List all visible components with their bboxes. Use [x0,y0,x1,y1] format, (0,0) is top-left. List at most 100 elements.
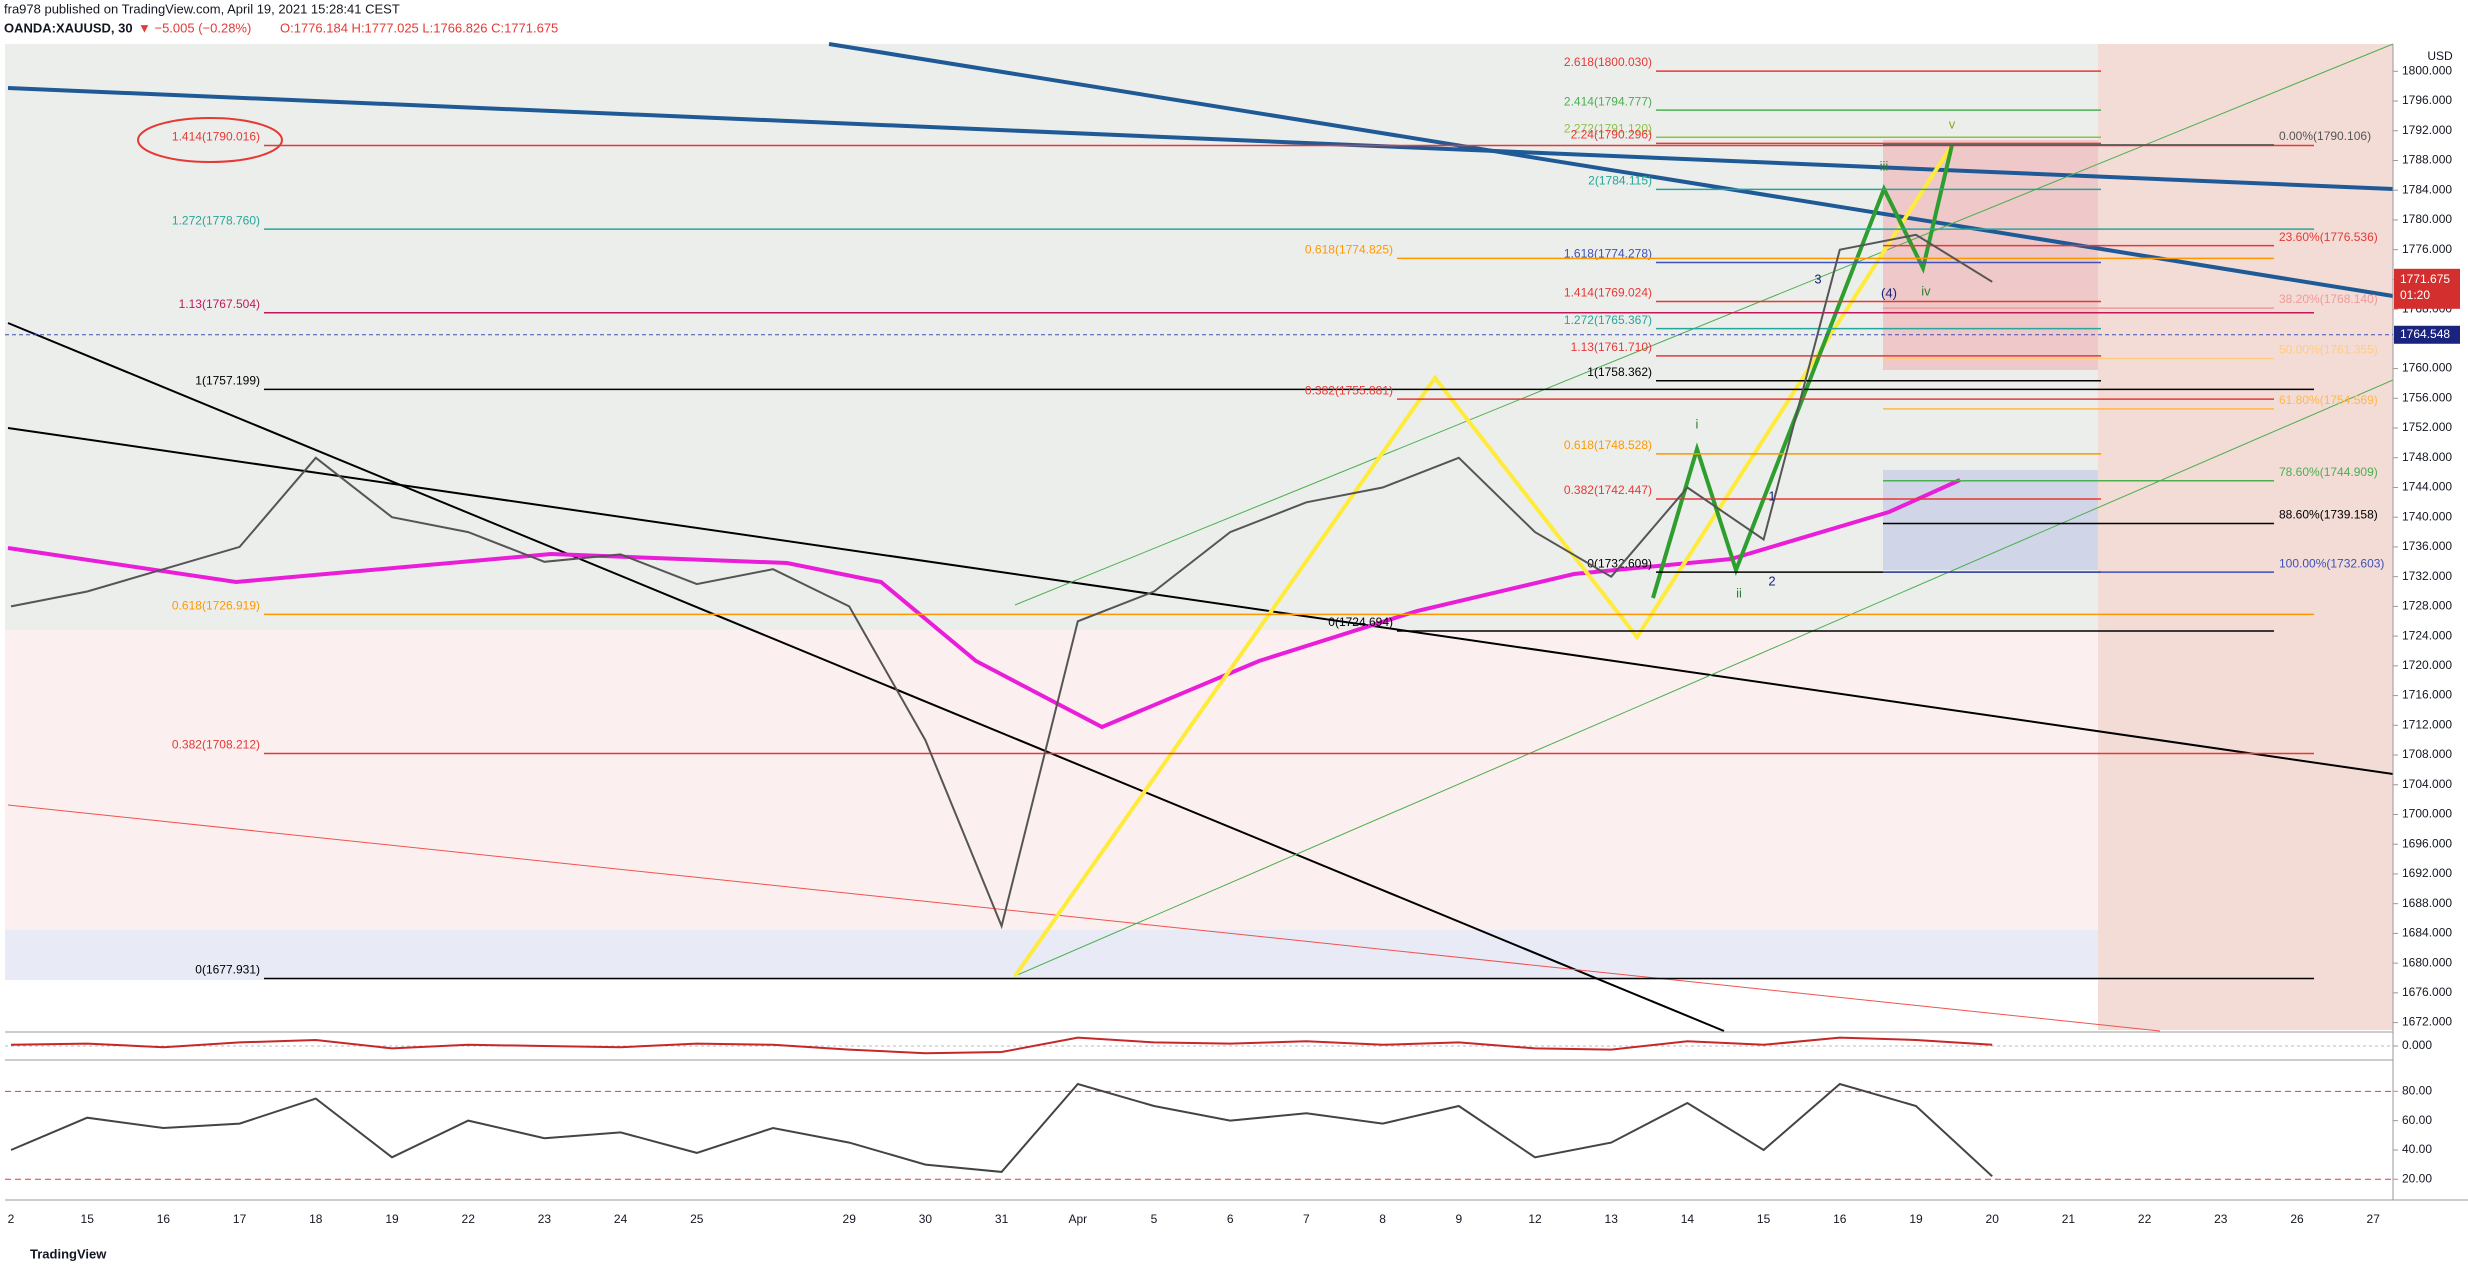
y-tick-label: 1740.000 [2402,509,2452,523]
wave-label: iii [1880,158,1889,173]
fib-label: 50.00%(1761.355) [2279,343,2378,357]
fib-label: 1.13(1761.710) [1571,340,1652,354]
x-tick-label: Apr [1068,1212,1087,1226]
y-tick-label: 1688.000 [2402,896,2452,910]
y-tick-label: 1784.000 [2402,182,2452,196]
y-tick-label: 1748.000 [2402,450,2452,464]
trend-line [7,804,2161,1032]
fib-label: 88.60%(1739.158) [2279,508,2378,522]
fib-label: 2.24(1790.296) [1571,128,1652,142]
zigzag [1651,144,1954,599]
y-tick-label: 1708.000 [2402,747,2452,761]
x-tick-label: 19 [1909,1212,1923,1226]
fib-label: 78.60%(1744.909) [2279,465,2378,479]
fib-label: 1.272(1778.760) [172,213,260,227]
y-tick-label: 1728.000 [2402,599,2452,613]
price-line [10,1036,1993,1055]
y-tick-label: 1724.000 [2402,628,2452,642]
x-tick-label: 23 [538,1212,552,1226]
fib-label: 0.00%(1790.106) [2279,129,2371,143]
fib-label: 1(1757.199) [195,374,260,388]
trend-line [7,427,2394,775]
highlight [137,117,283,163]
x-tick-label: 29 [843,1212,857,1226]
y-tick-label: 1700.000 [2402,807,2452,821]
price-line [10,1082,1993,1178]
fib-label: 2.272(1791.120) [1564,121,1652,135]
fib-label: 0(1732.609) [1587,556,1652,570]
price-line [10,233,1993,930]
symbol: OANDA:XAUUSD, 30 [4,20,133,35]
fib-label: 0(1677.931) [195,963,260,977]
y-tick-label: 1792.000 [2402,123,2452,137]
fib-label: 23.60%(1776.536) [2279,230,2378,244]
countdown: 01:20 [2400,288,2430,302]
wave-label: 1 [1768,488,1775,503]
fib-label: 1.414(1769.024) [1564,286,1652,300]
fib-label: 0(1724.694) [1328,615,1393,629]
fib-label: 2(1784.115) [1588,174,1652,188]
trend-line [7,322,1725,1032]
x-tick-label: 26 [2290,1212,2304,1226]
price-axis [2393,44,2468,1204]
fib-label: 0.382(1742.447) [1564,483,1652,497]
y-tick-label: 1788.000 [2402,153,2452,167]
y-tick-label: 1696.000 [2402,836,2452,850]
y-tick-label: 1796.000 [2402,93,2452,107]
fib-label: 0.382(1708.212) [172,738,260,752]
zigzag [1013,143,1954,978]
y-tick-label: 60.00 [2402,1113,2432,1127]
y-tick-label: 1756.000 [2402,390,2452,404]
y-tick-label: 1684.000 [2402,926,2452,940]
x-tick-label: 27 [2367,1212,2381,1226]
fib-label: 0.618(1748.528) [1564,438,1652,452]
x-tick-label: 20 [1986,1212,2000,1226]
x-tick-label: 9 [1455,1212,1462,1226]
x-tick-label: 17 [233,1212,247,1226]
footer-logo: TradingView [30,1246,107,1261]
y-tick-label: 1760.000 [2402,361,2452,375]
x-tick-label: 21 [2062,1212,2076,1226]
y-tick-label: 1680.000 [2402,955,2452,969]
author-line: fra978 published on TradingView.com, Apr… [4,1,400,16]
y-tick-label: 1712.000 [2402,717,2452,731]
y-tick-label: 80.00 [2402,1083,2432,1097]
wave-label: (4) [1881,285,1897,300]
fib-label: 2.618(1800.030) [1564,55,1652,69]
x-tick-label: 19 [385,1212,399,1226]
zone [5,930,2393,980]
y-tick-label: 1672.000 [2402,1015,2452,1029]
y-tick-label: 1732.000 [2402,569,2452,583]
y-tick-label: 1676.000 [2402,985,2452,999]
x-tick-label: 7 [1303,1212,1310,1226]
y-tick-label: 1736.000 [2402,539,2452,553]
y-tick-label: 1716.000 [2402,688,2452,702]
x-tick-label: 13 [1605,1212,1619,1226]
x-tick-label: 22 [462,1212,476,1226]
fib-label: 2.414(1794.777) [1564,94,1652,108]
zone [1883,470,2098,570]
price-tag-label: 1764.548 [2400,327,2450,341]
fib-label: 0.618(1726.919) [172,599,260,613]
x-tick-label: 18 [309,1212,323,1226]
fib-label: 61.80%(1754.569) [2279,393,2378,407]
currency: USD [2427,49,2453,63]
x-tick-label: 6 [1227,1212,1234,1226]
price-tag [2394,268,2460,309]
price-tag [2394,325,2460,344]
x-tick-label: 12 [1528,1212,1542,1226]
y-tick-label: 1692.000 [2402,866,2452,880]
fib-label: 1.272(1765.367) [1564,313,1652,327]
y-tick-label: 1780.000 [2402,212,2452,226]
channel-line [1014,43,2394,606]
x-tick-label: 30 [919,1212,933,1226]
x-tick-label: 15 [81,1212,95,1226]
zone [5,630,2393,930]
trend-line [828,42,2394,298]
fib-label: 38.20%(1768.140) [2279,292,2378,306]
ohlc: O:1776.184 H:1777.025 L:1766.826 C:1771.… [280,20,558,35]
y-tick-label: 1704.000 [2402,777,2452,791]
y-tick-label: 1800.000 [2402,63,2452,77]
fib-label: 0.382(1755.881) [1305,383,1393,397]
